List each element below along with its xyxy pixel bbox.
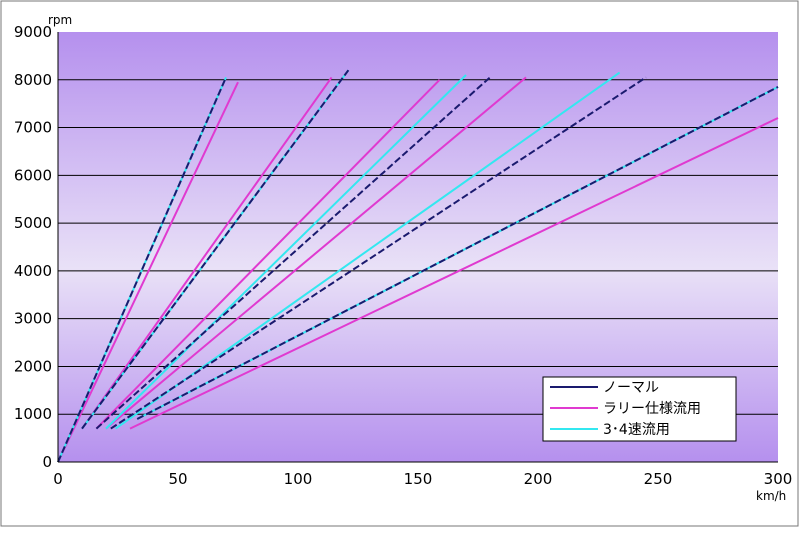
legend-label-normal: ノーマル: [603, 380, 659, 396]
y-tick-label-1000: 1000: [14, 405, 52, 423]
series-lines: [57, 69, 779, 463]
series-line-rally-gear-1: [57, 81, 239, 463]
y-tick-label-8000: 8000: [14, 71, 52, 89]
x-tick-label-200: 200: [524, 470, 553, 488]
series-line-normal-gear-4: [110, 76, 647, 430]
series-line-normal-gear-3: [95, 76, 491, 430]
series-line-rally-gear-2: [81, 76, 333, 430]
legend-label-rally: ラリー仕様流用: [603, 401, 701, 417]
series-line-normal-gear-5: [136, 86, 779, 420]
x-tick-label-100: 100: [284, 470, 313, 488]
x-tick-label-150: 150: [404, 470, 433, 488]
legend-label-34speed: 3･4速流用: [603, 422, 670, 438]
y-tick-label-7000: 7000: [14, 119, 52, 137]
legend: ノーマル ラリー仕様流用 3･4速流用: [542, 376, 737, 442]
series-line-rally-gear-3: [95, 79, 441, 430]
y-tick-label-9000: 9000: [14, 23, 52, 41]
x-tick-label-0: 0: [53, 470, 63, 488]
series-line-rally-gear-4: [105, 76, 527, 430]
y-tick-label-0: 0: [42, 453, 52, 471]
series-line-34speed-gear-1: [57, 76, 227, 463]
y-tick-label-4000: 4000: [14, 262, 52, 280]
y-axis-unit: rpm: [48, 13, 72, 27]
series-line-34speed-gear-3: [105, 74, 467, 430]
x-axis-unit: km/h: [756, 489, 786, 503]
series-line-rally-gear-5: [129, 117, 779, 430]
x-tick-label-50: 50: [168, 470, 187, 488]
y-tick-label-3000: 3000: [14, 310, 52, 328]
tick-labels: 0 1000 2000 3000 4000 5000 6000 7000 8000 9000 0 50…: [14, 23, 793, 488]
y-tick-label-6000: 6000: [14, 166, 52, 184]
y-tick-label-2000: 2000: [14, 357, 52, 375]
y-tick-label-5000: 5000: [14, 214, 52, 232]
series-line-normal-gear-2: [81, 69, 350, 430]
x-tick-label-300: 300: [764, 470, 793, 488]
x-tick-label-250: 250: [644, 470, 673, 488]
